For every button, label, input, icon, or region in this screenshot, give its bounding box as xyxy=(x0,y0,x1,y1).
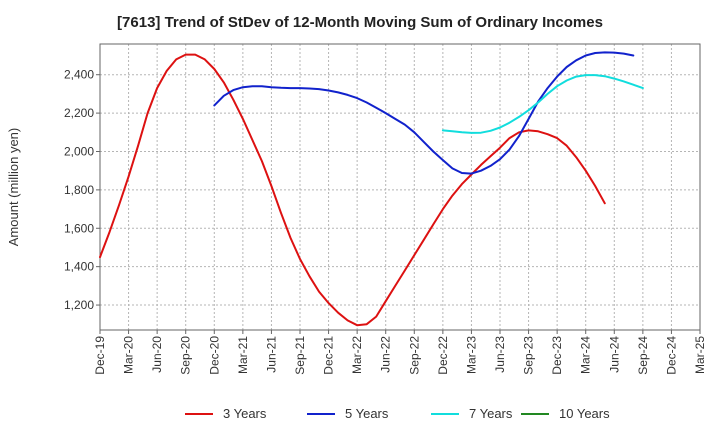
x-tick-label: Sep-21 xyxy=(293,336,307,375)
x-tick-label: Jun-24 xyxy=(607,336,621,373)
legend-label-7-years: 7 Years xyxy=(469,406,513,421)
x-tick-label: Sep-22 xyxy=(407,336,421,375)
x-tick-label: Mar-25 xyxy=(693,336,707,374)
y-axis-title: Amount (million yen) xyxy=(6,128,21,247)
chart-title: [7613] Trend of StDev of 12-Month Moving… xyxy=(117,14,603,31)
x-tick-label: Mar-23 xyxy=(464,336,478,374)
x-tick-label: Dec-23 xyxy=(550,336,564,375)
legend-label-10-years: 10 Years xyxy=(559,406,610,421)
y-tick-label: 2,200 xyxy=(64,106,94,120)
x-tick-label: Jun-23 xyxy=(493,336,507,373)
x-tick-label: Dec-24 xyxy=(664,336,678,375)
plot-frame xyxy=(99,43,701,331)
x-tick-label: Dec-22 xyxy=(436,336,450,375)
series-line-5-years xyxy=(213,51,635,175)
y-tick-label: 1,200 xyxy=(64,298,94,312)
x-tick-label: Dec-21 xyxy=(322,336,336,375)
y-axis-ticks: 1,200 1,400 1,600 1,800 2,000 2,200 2,400 xyxy=(64,68,100,312)
x-tick-label: Dec-19 xyxy=(93,336,107,375)
legend-label-5-years: 5 Years xyxy=(345,406,389,421)
legend: 3 Years 5 Years 7 Years 10 Years xyxy=(185,406,610,421)
grid xyxy=(100,44,700,330)
x-tick-label: Mar-21 xyxy=(236,336,250,374)
x-tick-label: Mar-20 xyxy=(122,336,136,374)
legend-label-3-years: 3 Years xyxy=(223,406,267,421)
x-tick-label: Sep-24 xyxy=(636,336,650,375)
y-tick-label: 1,600 xyxy=(64,221,94,235)
y-tick-label: 2,000 xyxy=(64,144,94,158)
x-axis-ticks: Dec-19 Mar-20 Jun-20 Sep-20 Dec-20 Mar-21 Jun-… xyxy=(93,330,707,375)
x-tick-label: Jun-21 xyxy=(264,336,278,373)
x-tick-label: Jun-20 xyxy=(150,336,164,373)
y-tick-label: 2,400 xyxy=(64,68,94,82)
x-tick-label: Jun-22 xyxy=(379,336,393,373)
y-tick-label: 1,800 xyxy=(64,183,94,197)
x-tick-label: Mar-22 xyxy=(350,336,364,374)
x-tick-label: Dec-20 xyxy=(207,336,221,375)
series-line-7-years xyxy=(441,74,644,134)
series-lines xyxy=(99,51,644,327)
x-tick-label: Mar-24 xyxy=(579,336,593,374)
y-tick-label: 1,400 xyxy=(64,260,94,274)
x-tick-label: Sep-20 xyxy=(179,336,193,375)
x-tick-label: Sep-23 xyxy=(522,336,536,375)
